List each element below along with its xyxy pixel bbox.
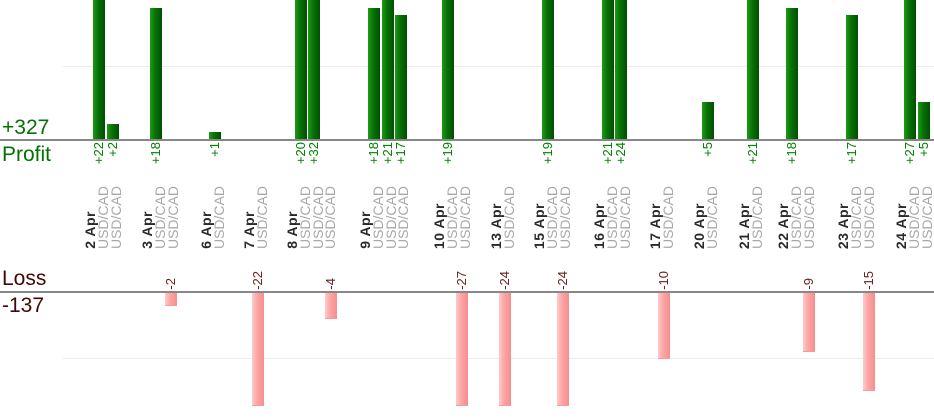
profit-bar [702,102,714,139]
profit-value-label: +22 [91,142,106,165]
loss-bar [863,293,875,391]
profit-bar [395,15,407,139]
profit-value-label: +5 [700,142,715,157]
profit-bar [904,0,916,139]
profit-value-label: +17 [844,142,859,165]
loss-bar [165,293,177,306]
profit-value-label: +18 [366,142,381,165]
profit-bar [786,8,798,139]
profit-axis-line [0,139,934,141]
instrument-label: USD/CAD [108,185,124,249]
profit-bar [93,0,105,139]
profit-value-label: +32 [306,142,321,165]
loss-bar [499,293,511,406]
profit-bar [542,0,554,139]
instrument-label: USD/CAD [501,185,517,249]
profit-bar [209,132,221,139]
profit-value-label: +27 [902,142,917,165]
profit-value-label: +18 [148,142,163,165]
instrument-label: USD/CAD [749,185,765,249]
loss-value-label: -4 [323,278,338,290]
loss-bar [456,293,468,406]
instrument-label: USD/CAD [165,185,181,249]
profit-value-label: +5 [916,142,931,157]
loss-axis-line [0,291,934,293]
profit-value-label: +19 [540,142,555,165]
profit-bar [295,0,307,139]
instrument-label: USD/CAD [254,185,270,249]
profit-bar [602,0,614,139]
profit-bar [747,0,759,139]
profit-bar [382,0,394,139]
loss-value-label: -24 [497,271,512,290]
profit-value-label: +24 [613,142,628,165]
profit-value-label: +19 [440,142,455,165]
loss-axis-caption: Loss [2,267,47,290]
profit-bar [368,8,380,139]
loss-bar [557,293,569,406]
loss-value-label: -2 [163,278,178,290]
loss-value-label: -15 [861,271,876,290]
loss-bar [803,293,815,352]
instrument-label: USD/CAD [457,185,473,249]
profit-value-label: +1 [207,142,222,157]
loss-gridline [63,358,934,359]
profit-bar [918,102,930,139]
instrument-label: USD/CAD [211,185,227,249]
profit-bar [150,8,162,139]
loss-bar [325,293,337,319]
profit-gridline [63,66,934,67]
instrument-label: USD/CAD [617,185,633,249]
profit-value-label: +17 [393,142,408,165]
profit-value-label: +21 [745,142,760,165]
instrument-label: USD/CAD [919,185,934,249]
loss-bar [658,293,670,359]
profit-total-value: +327 [2,116,50,139]
instrument-label: USD/CAD [704,185,720,249]
instrument-label: USD/CAD [395,185,411,249]
loss-value-label: -22 [250,271,265,290]
profit-value-label: +2 [105,142,120,157]
profit-bar [846,15,858,139]
loss-value-label: -9 [801,278,816,290]
loss-value-label: -10 [656,271,671,290]
loss-bar [252,293,264,406]
instrument-label: USD/CAD [861,185,877,249]
instrument-label: USD/CAD [322,185,338,249]
profit-bar [308,0,320,139]
loss-value-label: -24 [555,271,570,290]
loss-value-label: -27 [454,271,469,290]
profit-bar [442,0,454,139]
profit-axis-caption: Profit [2,143,52,166]
profit-value-label: +18 [784,142,799,165]
instrument-label: USD/CAD [660,185,676,249]
instrument-label: USD/CAD [801,185,817,249]
profit-bar [615,0,627,139]
loss-total-value: -137 [2,294,45,317]
instrument-label: USD/CAD [557,185,573,249]
profit-bar [107,124,119,139]
